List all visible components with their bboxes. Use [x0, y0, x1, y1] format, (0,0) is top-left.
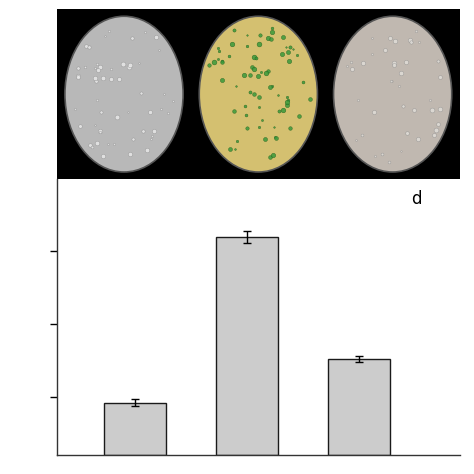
Bar — [216, 237, 278, 455]
Bar — [104, 403, 166, 455]
Text: c: c — [346, 159, 353, 172]
Ellipse shape — [334, 16, 452, 172]
Text: b: b — [211, 159, 219, 172]
Ellipse shape — [199, 16, 318, 172]
Text: d: d — [411, 190, 422, 208]
Bar — [328, 359, 390, 455]
Ellipse shape — [65, 16, 183, 172]
